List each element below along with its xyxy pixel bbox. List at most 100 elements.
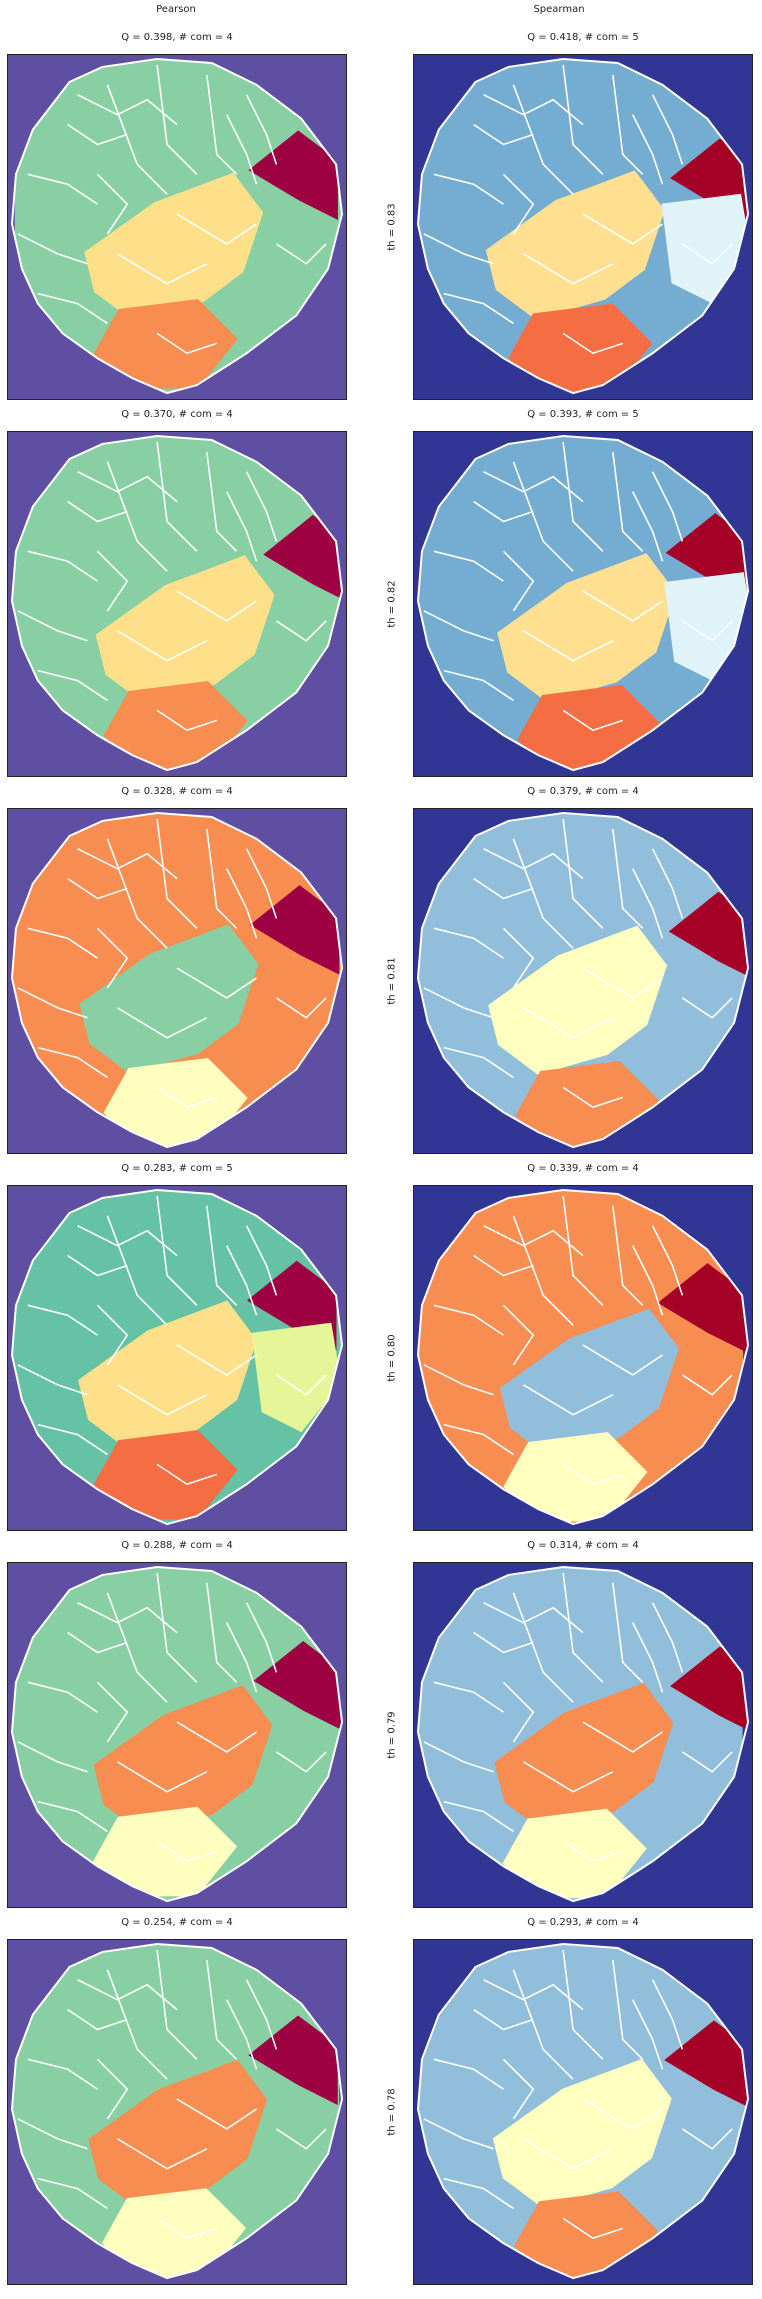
pearson-panel-title: Q = 0.328, # com = 4 (121, 786, 233, 797)
parcel-boundary (245, 1225, 278, 1296)
threshold-label: th = 0.80 (386, 1334, 398, 1382)
brain-outline (416, 57, 750, 395)
parcel-boundary (433, 550, 504, 582)
parcel-boundary (176, 1344, 257, 1376)
brain-outline (10, 434, 344, 772)
parcel-boundary (225, 1622, 258, 1693)
parcel-boundary (27, 550, 98, 582)
parcel-boundary (562, 1086, 624, 1109)
parcel-boundary (206, 1205, 238, 1306)
parcel-boundary (443, 1423, 514, 1456)
brain-outline (10, 1942, 344, 2280)
parcel-boundary (612, 1205, 644, 1306)
threshold-label: th = 0.82 (386, 580, 398, 628)
spearman-community-map (413, 1185, 753, 1531)
parcel-boundary (17, 610, 88, 642)
spearman-community-map (413, 431, 753, 777)
parcel-boundary (651, 848, 684, 919)
parcel-boundary (562, 709, 624, 732)
spearman-panel-title: Q = 0.339, # com = 4 (527, 1163, 639, 1174)
community-region-3 (88, 2059, 268, 2209)
parcel-boundary (27, 173, 98, 205)
parcel-boundary (443, 2177, 514, 2210)
pearson-map-svg (8, 432, 346, 776)
spearman-community-map (413, 1939, 753, 2285)
parcel-boundary (106, 1215, 168, 1326)
parcel-boundary (582, 1721, 663, 1753)
parcel-boundary (582, 1344, 663, 1376)
threshold-label: th = 0.79 (386, 1711, 398, 1759)
brain-region-group (14, 58, 343, 394)
parcel-boundary (423, 1364, 494, 1396)
parcel-boundary (483, 848, 584, 880)
parcel-boundary (206, 74, 238, 175)
community-region-2 (253, 1641, 343, 1731)
spearman-map-svg (414, 1940, 752, 2284)
parcel-boundary (116, 630, 208, 662)
parcel-boundary (651, 94, 684, 165)
parcel-boundary (483, 1225, 584, 1257)
parcel-boundary (562, 1572, 604, 1683)
community-region-2 (248, 130, 338, 220)
community-region-4 (502, 1808, 647, 1899)
pearson-panel-title: Q = 0.398, # com = 4 (121, 32, 233, 43)
parcel-boundary (37, 2177, 108, 2210)
parcel-boundary (433, 173, 504, 205)
parcel-boundary (443, 1800, 514, 1833)
parcel-boundary (433, 2058, 504, 2090)
community-region-3 (494, 1682, 674, 1832)
parcel-boundary (433, 1681, 504, 1713)
community-region-3 (93, 1685, 273, 1835)
parcel-boundary (473, 877, 534, 900)
parcel-boundary (206, 828, 238, 929)
brain-region-group (417, 1189, 748, 1525)
parcel-boundary (27, 927, 98, 959)
pearson-panel-title: Q = 0.283, # com = 5 (121, 1163, 233, 1174)
parcel-boundary (562, 1949, 604, 2060)
parcel-boundary (483, 94, 584, 126)
threshold-label: th = 0.83 (386, 203, 398, 251)
parcel-boundary (562, 332, 624, 355)
parcel-boundary (562, 441, 604, 552)
community-region-3 (488, 925, 668, 1075)
community-region-4 (93, 1430, 238, 1520)
parcel-boundary (631, 1999, 664, 2070)
parcel-boundary (275, 1374, 327, 1396)
parcel-boundary (681, 2128, 733, 2150)
parcel-boundary (37, 1046, 108, 1079)
community-region-4 (93, 299, 238, 389)
parcel-boundary (77, 1979, 178, 2011)
parcel-boundary (17, 233, 88, 265)
parcel-boundary (67, 877, 128, 900)
spearman-map-svg (414, 1186, 752, 1530)
parcel-boundary (443, 669, 514, 702)
parcel-boundary (681, 997, 733, 1019)
brain-region-group (12, 435, 343, 771)
parcel-boundary (275, 243, 327, 265)
parcel-boundary (631, 1245, 664, 1316)
parcel-boundary (225, 114, 258, 185)
pearson-map-svg (8, 55, 346, 399)
parcel-boundary (562, 1463, 624, 1486)
brain-outline (10, 1565, 344, 1903)
brain-region-group (11, 1943, 340, 2279)
parcel-boundary (116, 1761, 208, 1793)
parcel-boundary (651, 1225, 684, 1296)
parcel-boundary (37, 1423, 108, 1456)
community-region-2 (248, 2015, 338, 2105)
parcel-boundary (225, 491, 258, 562)
parcel-boundary (582, 2098, 663, 2130)
parcel-boundary (96, 173, 129, 235)
spearman-panel-title: Q = 0.379, # com = 4 (527, 786, 639, 797)
parcel-boundary (176, 213, 257, 245)
parcel-boundary (17, 1741, 88, 1773)
column-title-pearson: Pearson (156, 4, 196, 15)
parcel-boundary (275, 1751, 327, 1773)
parcel-boundary (37, 292, 108, 325)
threshold-label: th = 0.78 (386, 2088, 398, 2136)
community-region-2 (668, 891, 749, 982)
community-region-5 (251, 1322, 342, 1433)
community-region-2 (664, 2020, 749, 2110)
parcel-boundary (225, 1245, 258, 1316)
spearman-map-svg (414, 432, 752, 776)
